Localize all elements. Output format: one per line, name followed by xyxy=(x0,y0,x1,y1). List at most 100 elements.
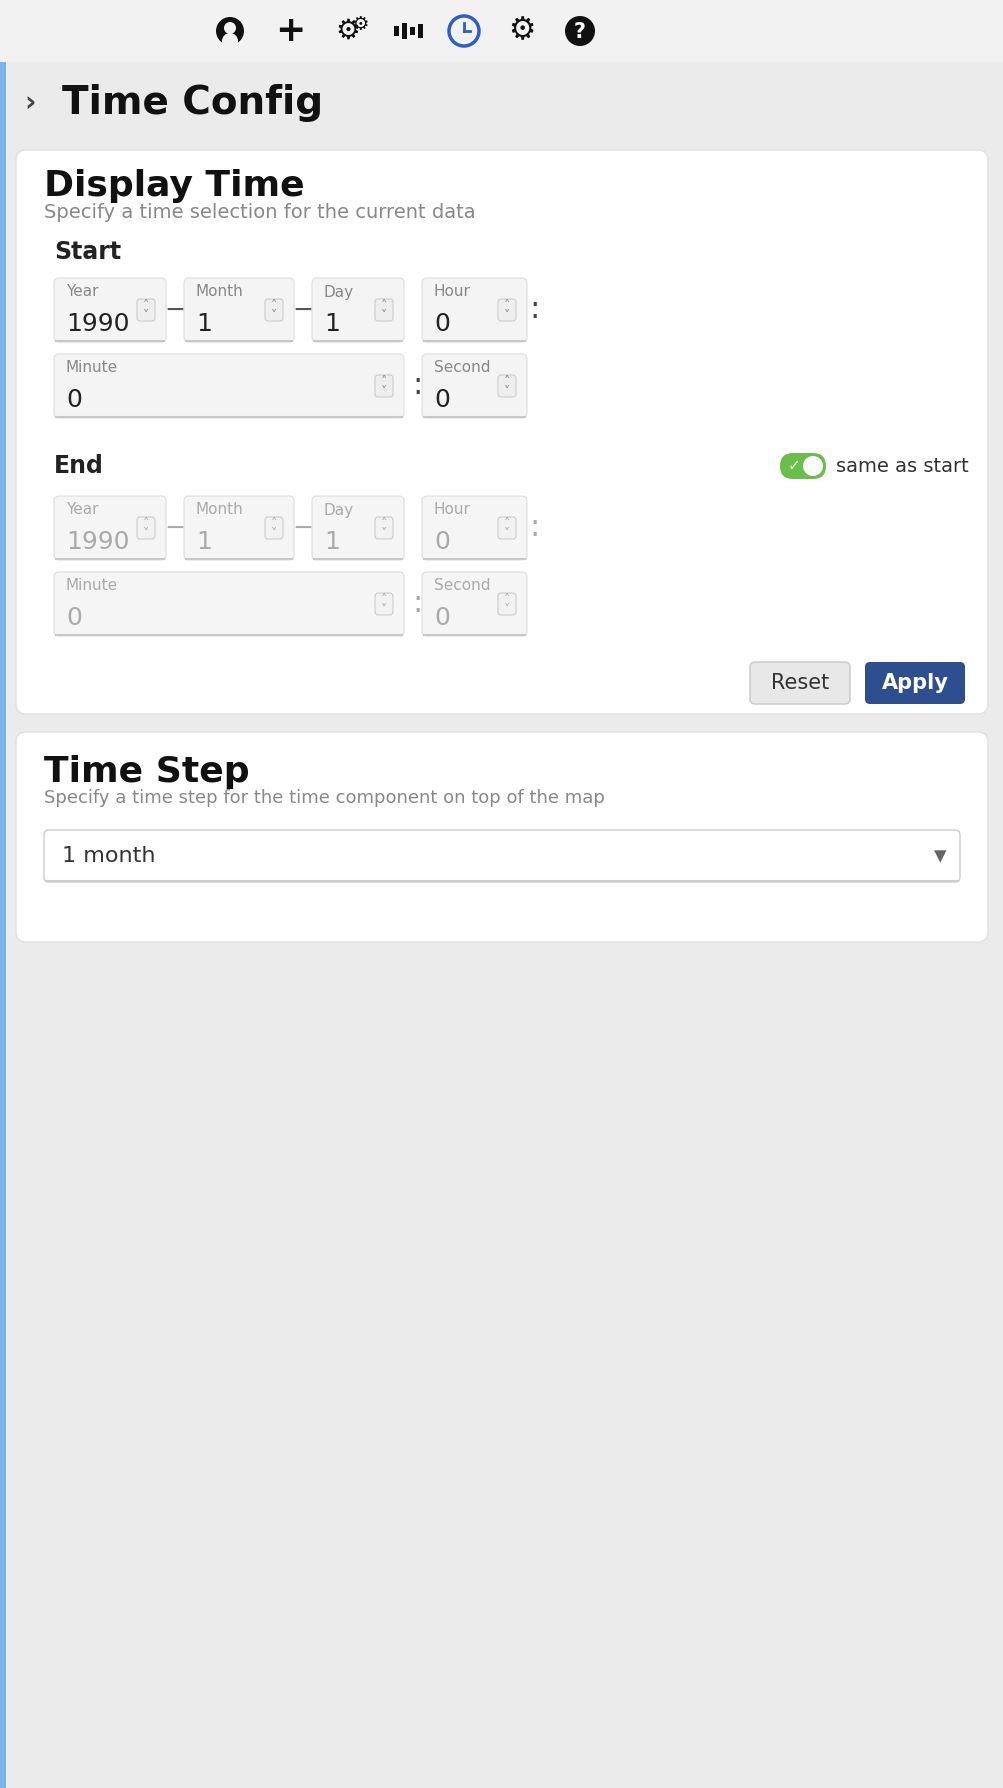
FancyBboxPatch shape xyxy=(865,662,964,704)
Text: Hour: Hour xyxy=(433,502,470,517)
Text: 1: 1 xyxy=(196,311,212,336)
Text: same as start: same as start xyxy=(835,456,968,476)
FancyBboxPatch shape xyxy=(421,495,527,560)
FancyBboxPatch shape xyxy=(497,594,516,615)
FancyBboxPatch shape xyxy=(497,517,516,538)
Text: ˄: ˄ xyxy=(142,517,149,531)
Text: ˄: ˄ xyxy=(380,517,387,531)
Text: ⚙: ⚙ xyxy=(351,16,368,34)
Circle shape xyxy=(565,16,595,46)
Text: 0: 0 xyxy=(66,388,82,411)
Text: ?: ? xyxy=(574,21,586,41)
Text: End: End xyxy=(54,454,103,477)
Text: ›: › xyxy=(24,89,36,116)
Text: 1: 1 xyxy=(324,529,340,554)
Text: ˄: ˄ xyxy=(504,594,510,606)
Text: :: : xyxy=(530,513,540,542)
Circle shape xyxy=(216,18,244,45)
FancyBboxPatch shape xyxy=(136,517,154,538)
FancyBboxPatch shape xyxy=(312,277,403,342)
FancyBboxPatch shape xyxy=(375,594,392,615)
FancyBboxPatch shape xyxy=(497,375,516,397)
Bar xyxy=(417,23,422,38)
Circle shape xyxy=(222,32,238,48)
Text: Second: Second xyxy=(433,579,490,594)
Bar xyxy=(0,0,1003,63)
Text: 0: 0 xyxy=(433,606,449,629)
Text: ⚙: ⚙ xyxy=(335,18,360,45)
FancyBboxPatch shape xyxy=(421,354,527,418)
FancyBboxPatch shape xyxy=(375,299,392,322)
Text: ˅: ˅ xyxy=(504,526,510,540)
Text: ˅: ˅ xyxy=(380,384,387,397)
FancyBboxPatch shape xyxy=(54,495,165,560)
Text: ˅: ˅ xyxy=(142,526,149,540)
Text: ˄: ˄ xyxy=(380,300,387,313)
Text: Specify a time step for the time component on top of the map: Specify a time step for the time compone… xyxy=(44,789,604,806)
FancyBboxPatch shape xyxy=(265,517,283,538)
FancyBboxPatch shape xyxy=(375,375,392,397)
FancyBboxPatch shape xyxy=(136,299,154,322)
Text: −: − xyxy=(292,299,313,322)
FancyBboxPatch shape xyxy=(497,299,516,322)
Text: 1 month: 1 month xyxy=(62,846,155,865)
Text: ˅: ˅ xyxy=(271,309,277,322)
Text: ˅: ˅ xyxy=(380,526,387,540)
Text: ˄: ˄ xyxy=(271,300,277,313)
Text: Day: Day xyxy=(324,284,354,300)
Bar xyxy=(0,63,1003,145)
Text: ˅: ˅ xyxy=(504,309,510,322)
FancyBboxPatch shape xyxy=(779,452,825,479)
Text: Second: Second xyxy=(433,361,490,375)
Text: Time Step: Time Step xyxy=(44,755,250,789)
Text: :: : xyxy=(530,295,540,324)
Text: Minute: Minute xyxy=(66,579,118,594)
Text: Apply: Apply xyxy=(881,672,948,694)
Text: Display Time: Display Time xyxy=(44,170,304,204)
Text: Year: Year xyxy=(66,284,98,300)
Text: ˅: ˅ xyxy=(504,603,510,615)
Text: 0: 0 xyxy=(66,606,82,629)
FancyBboxPatch shape xyxy=(421,572,527,637)
Text: Day: Day xyxy=(324,502,354,517)
Text: Minute: Minute xyxy=(66,361,118,375)
FancyBboxPatch shape xyxy=(375,517,392,538)
Text: :: : xyxy=(412,590,422,619)
Bar xyxy=(0,63,6,1788)
Text: ˅: ˅ xyxy=(142,309,149,322)
Text: ˄: ˄ xyxy=(504,375,510,388)
Text: 1: 1 xyxy=(324,311,340,336)
FancyBboxPatch shape xyxy=(184,277,294,342)
Text: Month: Month xyxy=(196,502,244,517)
Text: ˅: ˅ xyxy=(380,603,387,615)
Text: Start: Start xyxy=(54,240,121,265)
Text: ˄: ˄ xyxy=(504,517,510,531)
Text: 1990: 1990 xyxy=(66,311,129,336)
FancyBboxPatch shape xyxy=(421,277,527,342)
Text: Year: Year xyxy=(66,502,98,517)
Text: 0: 0 xyxy=(433,311,449,336)
Text: +: + xyxy=(275,14,305,48)
Text: :: : xyxy=(412,372,422,401)
Bar xyxy=(409,27,414,36)
Bar xyxy=(401,23,406,39)
Text: Specify a time selection for the current data: Specify a time selection for the current… xyxy=(44,202,475,222)
FancyBboxPatch shape xyxy=(312,495,403,560)
Text: Reset: Reset xyxy=(770,672,828,694)
Text: ˄: ˄ xyxy=(504,300,510,313)
FancyBboxPatch shape xyxy=(749,662,850,704)
Text: ˄: ˄ xyxy=(380,375,387,388)
Text: ˅: ˅ xyxy=(271,526,277,540)
Text: ˄: ˄ xyxy=(142,300,149,313)
FancyBboxPatch shape xyxy=(54,354,403,418)
FancyBboxPatch shape xyxy=(54,572,403,637)
Circle shape xyxy=(224,21,236,34)
FancyBboxPatch shape xyxy=(265,299,283,322)
FancyBboxPatch shape xyxy=(44,830,959,881)
Circle shape xyxy=(802,456,822,476)
Bar xyxy=(393,27,398,36)
Text: ˄: ˄ xyxy=(380,594,387,606)
Text: 1990: 1990 xyxy=(66,529,129,554)
FancyBboxPatch shape xyxy=(16,731,987,942)
Text: Hour: Hour xyxy=(433,284,470,300)
